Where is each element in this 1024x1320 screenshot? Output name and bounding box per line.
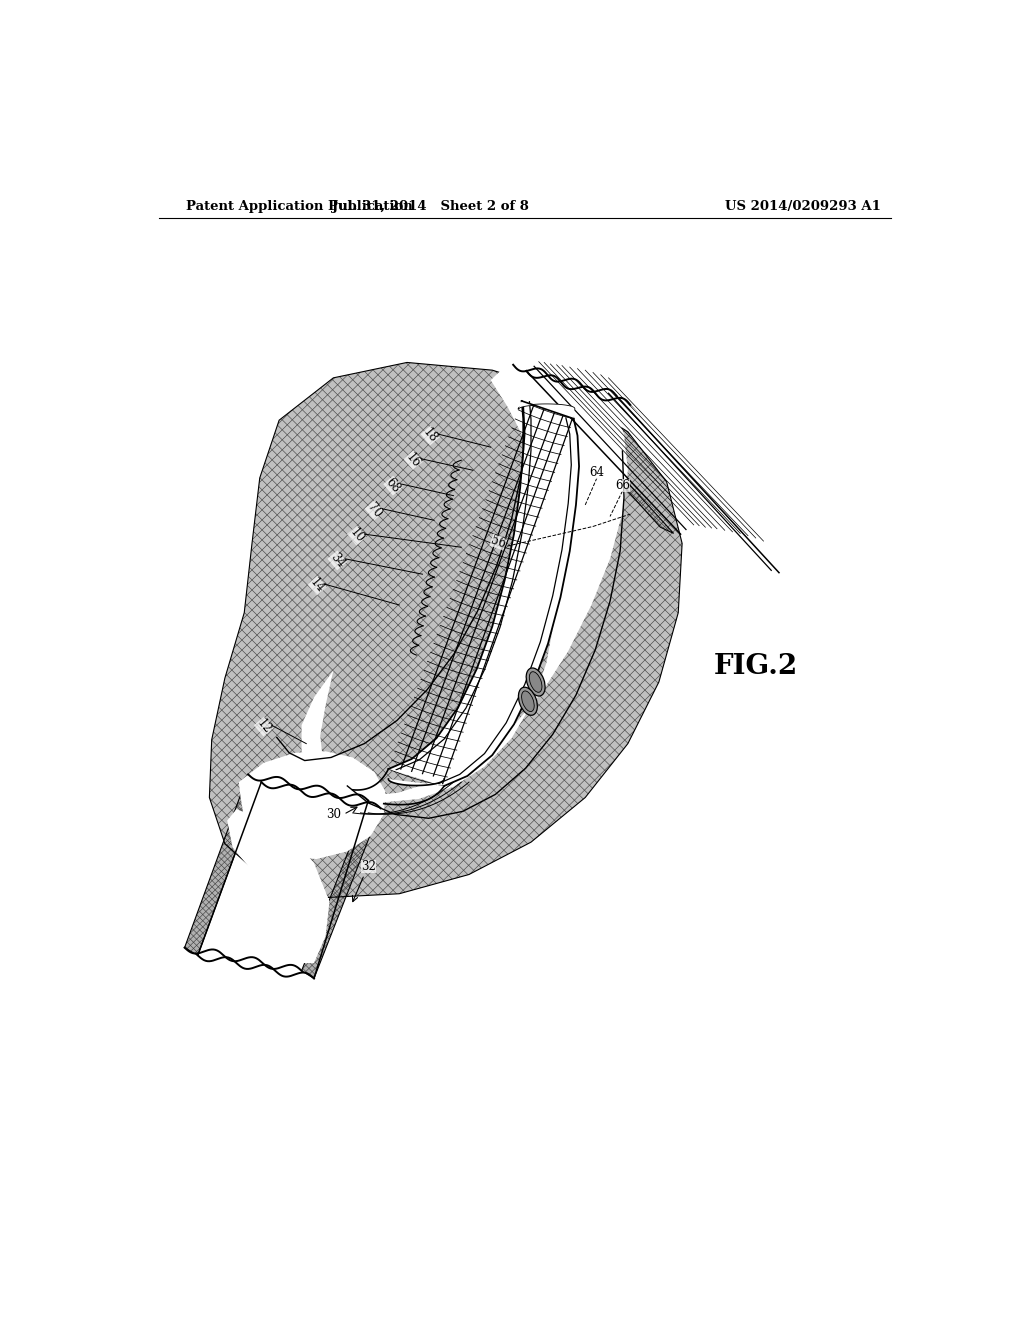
Ellipse shape — [529, 672, 542, 692]
Polygon shape — [508, 354, 802, 590]
Ellipse shape — [526, 668, 545, 696]
Ellipse shape — [521, 690, 535, 711]
Text: Patent Application Publication: Patent Application Publication — [186, 199, 413, 213]
Polygon shape — [227, 809, 330, 964]
Text: 18: 18 — [421, 426, 440, 445]
Polygon shape — [239, 751, 385, 859]
Polygon shape — [302, 359, 628, 803]
Text: US 2014/0209293 A1: US 2014/0209293 A1 — [725, 199, 881, 213]
Text: 70: 70 — [365, 500, 384, 520]
Polygon shape — [616, 396, 793, 581]
Text: 32: 32 — [360, 861, 376, 874]
Ellipse shape — [518, 688, 538, 715]
Text: 66: 66 — [615, 479, 630, 492]
Text: 34: 34 — [328, 550, 347, 570]
Text: 14: 14 — [307, 576, 327, 595]
Polygon shape — [388, 401, 579, 785]
Polygon shape — [518, 401, 574, 418]
Polygon shape — [513, 364, 674, 533]
Polygon shape — [388, 770, 444, 785]
Text: 30: 30 — [326, 808, 341, 821]
Text: 68: 68 — [383, 475, 402, 495]
Text: 56: 56 — [489, 533, 508, 550]
Polygon shape — [302, 800, 381, 978]
Text: 10: 10 — [347, 525, 367, 545]
Text: 16: 16 — [403, 450, 423, 470]
Text: Jul. 31, 2014   Sheet 2 of 8: Jul. 31, 2014 Sheet 2 of 8 — [332, 199, 528, 213]
Polygon shape — [209, 363, 682, 898]
Text: 12: 12 — [254, 717, 273, 737]
Text: FIG.2: FIG.2 — [714, 653, 798, 680]
Text: 64: 64 — [590, 466, 604, 479]
Polygon shape — [184, 775, 261, 956]
